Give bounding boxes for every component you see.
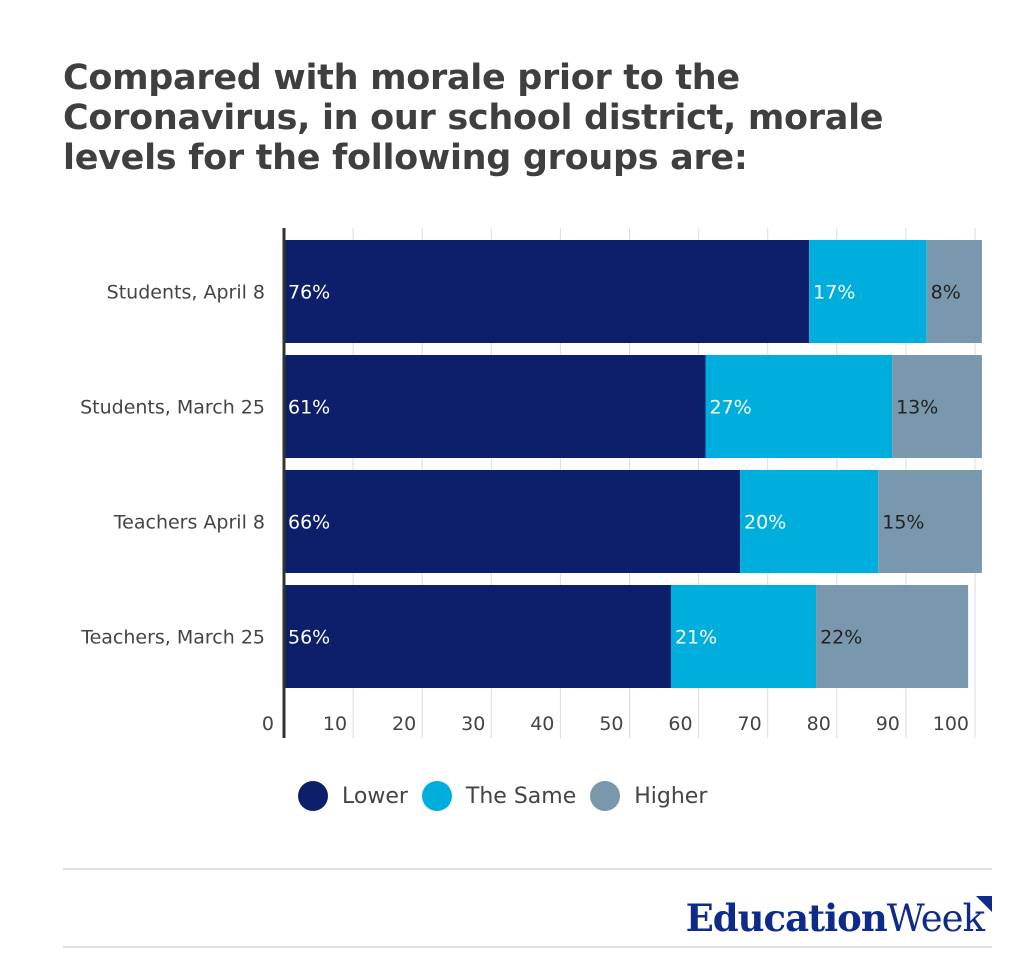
x-tick-label: 60 <box>668 713 692 735</box>
education-week-logo[interactable]: EducationWeek <box>685 896 985 940</box>
category-label: Teachers April 8 <box>113 512 265 534</box>
data-label: 21% <box>675 627 717 649</box>
bar-segment <box>892 355 982 458</box>
bar-segment <box>284 240 810 343</box>
x-tick-label: 90 <box>876 713 900 735</box>
data-label: 61% <box>288 397 330 419</box>
data-label: 20% <box>744 512 786 534</box>
legend-label-higher: Higher <box>634 783 708 809</box>
legend-item-higher: Higher <box>590 781 707 811</box>
data-label: 66% <box>288 512 330 534</box>
divider-bottom <box>63 946 992 948</box>
bar-segment <box>705 355 893 458</box>
category-label: Students, April 8 <box>107 282 265 304</box>
legend-label-lower: Lower <box>342 783 408 809</box>
bar-segment <box>926 240 982 343</box>
x-tick-label: 20 <box>392 713 416 735</box>
data-label: 17% <box>813 282 855 304</box>
legend-swatch-higher <box>590 781 621 811</box>
data-label: 22% <box>820 627 862 649</box>
legend-item-lower: Lower <box>298 781 408 811</box>
legend-label-same: The Same <box>465 783 577 809</box>
bar-segment <box>809 240 927 343</box>
x-tick-label: 100 <box>933 713 969 735</box>
legend-swatch-lower <box>298 781 328 811</box>
bar-segment <box>816 585 969 688</box>
legend-item-same: The Same <box>421 781 577 811</box>
data-label: 76% <box>288 282 330 304</box>
x-tick-label: 30 <box>461 713 485 735</box>
bar-segment <box>740 470 879 573</box>
legend: Lower The Same Higher <box>298 781 721 811</box>
x-tick-label: 10 <box>323 713 347 735</box>
stacked-bar-chart: Students, April 8 76% 17% 8% Students, March… <box>80 228 982 738</box>
data-label: 56% <box>288 627 330 649</box>
category-label: Teachers, March 25 <box>80 627 265 649</box>
bar-segment <box>670 585 817 688</box>
logo-text-week: Week <box>886 897 985 940</box>
data-label: 13% <box>896 397 938 419</box>
data-label: 27% <box>710 397 752 419</box>
x-tick-label: 70 <box>738 713 762 735</box>
bar-segment <box>284 470 741 573</box>
logo-text-education: Education <box>685 896 888 940</box>
data-label: 8% <box>931 282 961 304</box>
x-tick-label: 40 <box>530 713 554 735</box>
bar-segment <box>284 585 671 688</box>
chart-title: Compared with morale prior to the Corona… <box>63 58 884 178</box>
x-tick-label: 50 <box>599 713 623 735</box>
divider-top <box>63 868 992 870</box>
x-tick-label: 0 <box>262 713 274 735</box>
bar-segment <box>878 470 982 573</box>
bar-segment <box>284 355 706 458</box>
legend-swatch-same <box>421 781 452 811</box>
logo-corner-mark <box>976 896 992 912</box>
category-label: Students, March 25 <box>80 397 265 419</box>
x-tick-label: 80 <box>807 713 831 735</box>
data-label: 15% <box>882 512 924 534</box>
